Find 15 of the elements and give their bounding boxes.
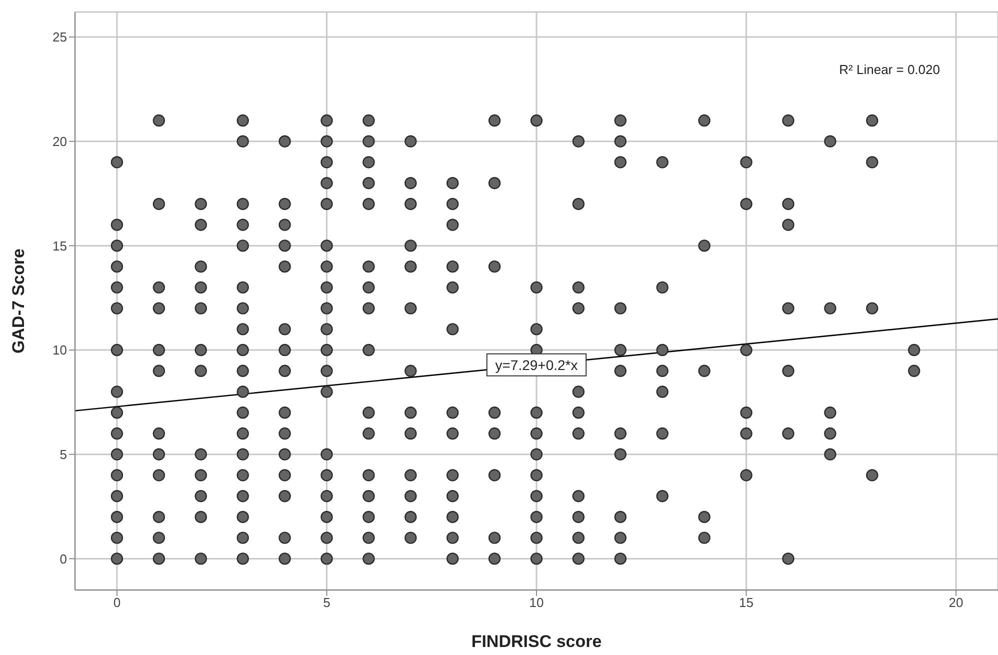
- x-axis-title: FINDRISC score: [471, 632, 602, 651]
- x-tick-label: 5: [323, 595, 330, 610]
- y-tick-label: 20: [52, 134, 67, 149]
- y-tick-label: 5: [60, 446, 67, 462]
- annotation: R² Linear = 0.020: [839, 62, 940, 77]
- y-tick-label: 0: [60, 551, 67, 566]
- y-tick-label: 25: [52, 30, 67, 45]
- x-tick-label: 15: [739, 595, 754, 610]
- y-tick-label: 10: [52, 342, 67, 358]
- x-tick-label: 0: [113, 595, 121, 610]
- y-tick-label: 15: [52, 238, 67, 254]
- x-tick-label: 10: [529, 595, 544, 610]
- y-axis-title: GAD-7 Score: [9, 248, 28, 354]
- annotation: y=7.29+0.2*x: [495, 356, 578, 373]
- x-tick-label: 20: [948, 595, 964, 610]
